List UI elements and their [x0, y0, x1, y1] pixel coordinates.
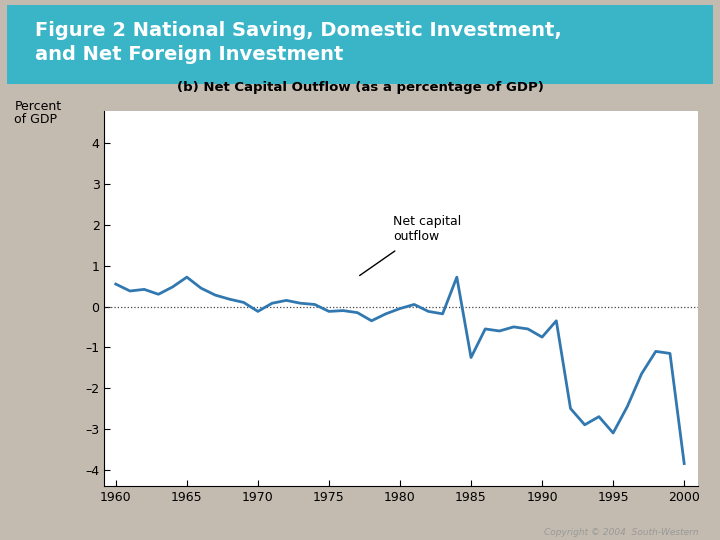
Text: Net capital
outflow: Net capital outflow: [393, 215, 461, 244]
Text: Percent: Percent: [14, 100, 61, 113]
Text: of GDP: of GDP: [14, 113, 58, 126]
FancyBboxPatch shape: [0, 2, 720, 87]
Text: Figure 2 National Saving, Domestic Investment,
and Net Foreign Investment: Figure 2 National Saving, Domestic Inves…: [35, 21, 562, 64]
Text: Copyright © 2004  South-Western: Copyright © 2004 South-Western: [544, 528, 698, 537]
Text: (b) Net Capital Outflow (as a percentage of GDP): (b) Net Capital Outflow (as a percentage…: [176, 82, 544, 94]
